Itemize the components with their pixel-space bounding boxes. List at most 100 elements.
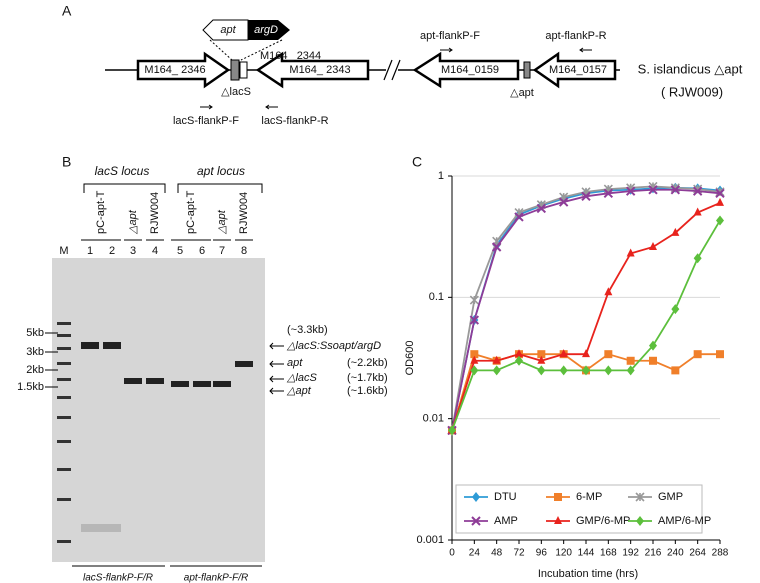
insert-argd bbox=[248, 20, 290, 40]
series-line bbox=[451, 186, 721, 431]
y-tick-label: 0.001 bbox=[416, 534, 444, 546]
series-line bbox=[451, 202, 721, 431]
marker bbox=[515, 349, 523, 358]
gene-label: M164_ 2343 bbox=[289, 64, 350, 76]
primer-set-label: apt-flankP-F/R bbox=[184, 573, 248, 583]
strain-label: ( RJW009) bbox=[661, 84, 723, 99]
x-tick-label: 240 bbox=[667, 548, 684, 559]
primer-arrow bbox=[200, 104, 213, 110]
marker bbox=[471, 516, 481, 526]
x-tick-label: 288 bbox=[712, 548, 729, 559]
marker bbox=[515, 355, 523, 366]
gene-label: M164_ 2346 bbox=[144, 64, 205, 76]
deletion-label: △apt bbox=[510, 87, 534, 99]
marker bbox=[559, 365, 568, 376]
ladder-band bbox=[57, 396, 71, 399]
x-tick-label: 72 bbox=[513, 548, 525, 559]
marker bbox=[716, 350, 724, 359]
marker bbox=[470, 365, 479, 376]
panel-label: B bbox=[62, 154, 71, 170]
gene-fragment bbox=[523, 61, 531, 79]
panel-c: C OD600 Incubation time (hrs) 0.001 0.01 0… bbox=[404, 154, 729, 580]
marker bbox=[716, 197, 724, 206]
marker bbox=[554, 516, 562, 524]
panel-label: C bbox=[412, 154, 422, 170]
marker bbox=[649, 241, 657, 250]
legend-label: 6-MP bbox=[576, 491, 602, 503]
primer-arrow bbox=[579, 47, 592, 53]
marker bbox=[537, 365, 546, 376]
band bbox=[171, 381, 189, 387]
marker bbox=[693, 253, 702, 264]
x-tick-label: 144 bbox=[578, 548, 595, 559]
marker bbox=[692, 186, 703, 196]
x-tick-label: 24 bbox=[469, 548, 481, 559]
marker bbox=[537, 355, 546, 364]
marker bbox=[636, 516, 644, 526]
marker bbox=[559, 349, 568, 358]
axes bbox=[451, 176, 720, 541]
lane-number: 8 bbox=[241, 245, 247, 257]
gene-arrow bbox=[255, 51, 370, 89]
x-axis-label: Incubation time (hrs) bbox=[538, 568, 638, 580]
band bbox=[103, 342, 121, 349]
marker bbox=[715, 188, 725, 199]
legend-label: GMP bbox=[658, 491, 683, 503]
marker bbox=[671, 366, 680, 375]
lane-label: △apt bbox=[127, 209, 139, 235]
y-axis-label: OD600 bbox=[404, 341, 416, 376]
primer-dimer bbox=[81, 524, 121, 532]
marker bbox=[693, 350, 702, 359]
marker bbox=[514, 212, 524, 222]
ladder-band bbox=[57, 416, 71, 419]
legend-label: AMP/6-MP bbox=[658, 515, 711, 527]
marker bbox=[582, 349, 590, 358]
ladder-band bbox=[57, 378, 71, 381]
ladder-label: 1.5kb bbox=[17, 381, 44, 393]
marker bbox=[625, 186, 636, 196]
marker bbox=[626, 365, 635, 376]
marker bbox=[648, 185, 658, 195]
band-annotation: (~2.2kb) bbox=[347, 357, 388, 369]
ladder-band bbox=[57, 440, 71, 443]
series-line bbox=[451, 185, 721, 431]
marker bbox=[649, 356, 657, 365]
band bbox=[193, 381, 211, 387]
x-tick-label: 264 bbox=[689, 548, 706, 559]
x-tick-label: 48 bbox=[491, 548, 503, 559]
lane-number: 4 bbox=[152, 245, 158, 257]
lane-label: △apt bbox=[216, 209, 228, 235]
marker bbox=[671, 227, 680, 236]
band-annotation: (~3.3kb) bbox=[287, 324, 328, 336]
band-annotation: △lacS:Ssoapt/argD bbox=[286, 340, 381, 352]
gene-arrow bbox=[136, 51, 231, 89]
marker bbox=[671, 304, 680, 315]
ladder-band bbox=[57, 468, 71, 471]
panel-a: A apt argD M164_ 2346 M164_ 2344 M164_ 2… bbox=[62, 3, 743, 127]
gene-fragment bbox=[230, 59, 240, 81]
primer-arrow bbox=[265, 104, 278, 110]
ladder-band bbox=[57, 362, 71, 365]
ladder-band bbox=[57, 347, 71, 350]
gene-arrow bbox=[412, 51, 520, 89]
legend-label: AMP bbox=[494, 515, 518, 527]
ladder-label: 2kb bbox=[26, 364, 44, 376]
panel-b: B lacS locus apt locus M 1 2 3 4 5 6 7 8 pC-apt-T… bbox=[17, 154, 388, 583]
marker bbox=[604, 365, 613, 376]
band-arrows bbox=[269, 342, 284, 395]
lane-number: 7 bbox=[219, 245, 225, 257]
marker bbox=[581, 191, 591, 202]
marker bbox=[470, 350, 479, 359]
gene-label: M164_0159 bbox=[441, 64, 499, 76]
x-tick-label: 0 bbox=[449, 548, 455, 559]
locus-bracket bbox=[83, 183, 263, 193]
strain-label: S. islandicus △apt bbox=[638, 61, 743, 76]
band-annotation: (~1.6kb) bbox=[347, 385, 388, 397]
insert-label: apt bbox=[220, 24, 236, 36]
lane-number: 3 bbox=[130, 245, 136, 257]
lane-label: RJW004 bbox=[238, 192, 250, 234]
marker bbox=[469, 295, 479, 305]
marker bbox=[649, 340, 657, 351]
primer-label: lacS-flankP-F bbox=[173, 115, 239, 127]
